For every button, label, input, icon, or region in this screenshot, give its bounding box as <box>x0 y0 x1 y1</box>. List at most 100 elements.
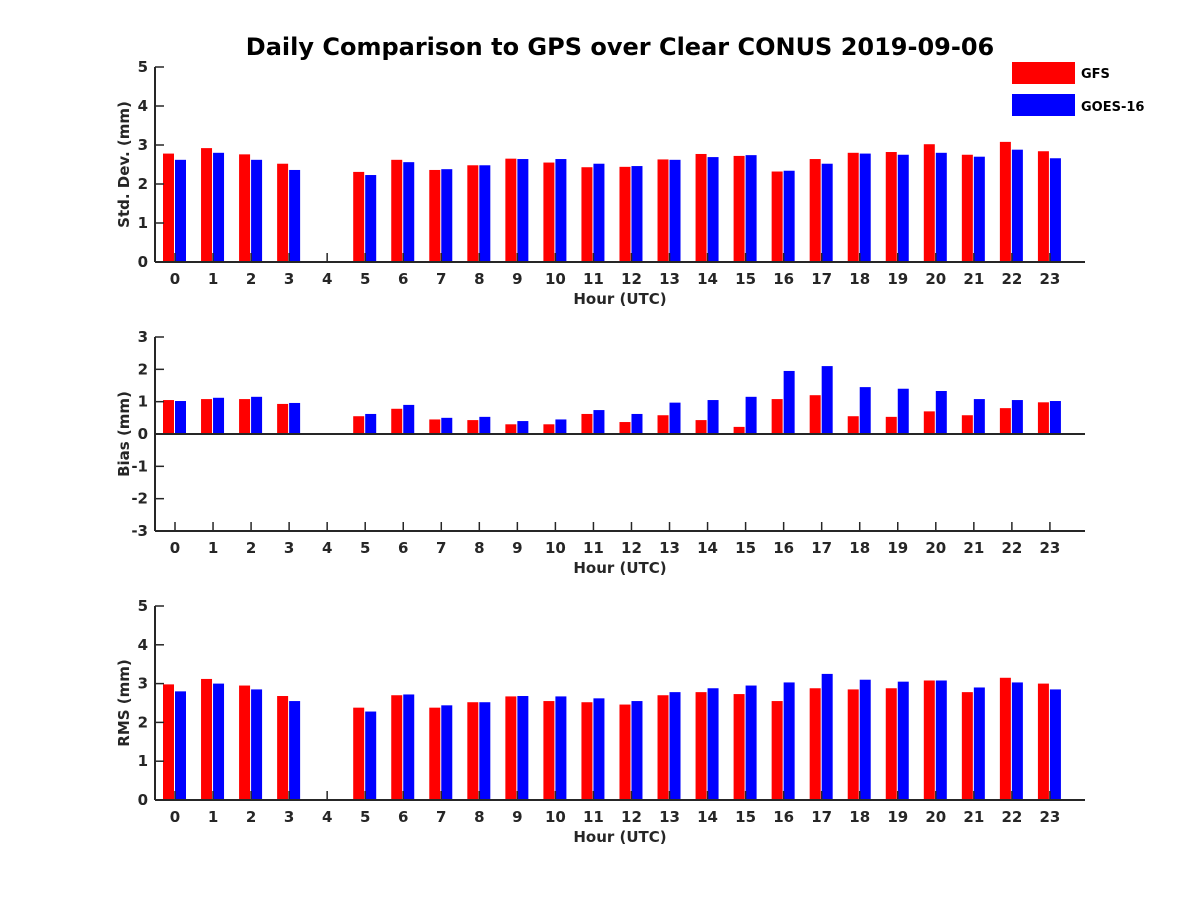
rms-bar-goes16-12 <box>631 701 643 800</box>
rms-x-tick-label: 9 <box>512 808 522 826</box>
rms-bar-gfs-8 <box>467 702 479 800</box>
std-dev-bar-gfs-19 <box>885 152 897 262</box>
rms-bar-goes16-9 <box>517 696 529 800</box>
bias-x-tick-label: 23 <box>1039 539 1060 557</box>
std-dev-bar-goes16-17 <box>821 163 833 262</box>
std-dev-bar-gfs-3 <box>277 163 289 262</box>
bias-bar-gfs-9 <box>505 424 517 434</box>
std-dev-x-tick-label: 10 <box>545 270 566 288</box>
std-dev-bar-goes16-9 <box>517 159 529 262</box>
std-dev-x-tick-label: 4 <box>322 270 332 288</box>
rms-bar-goes16-3 <box>289 701 301 800</box>
bias-bar-goes16-2 <box>251 396 263 434</box>
std-dev-x-tick-label: 19 <box>887 270 908 288</box>
rms-bar-gfs-10 <box>543 701 555 800</box>
rms-y-tick-label: 3 <box>138 675 148 693</box>
std-dev-bar-goes16-6 <box>403 162 415 262</box>
bias-bar-goes16-20 <box>935 390 947 434</box>
bias-x-tick-label: 1 <box>208 539 218 557</box>
rms-bar-goes16-20 <box>935 680 947 800</box>
bias-y-tick-label: -3 <box>131 522 148 540</box>
bias-bar-gfs-1 <box>201 399 213 434</box>
bias-bar-goes16-15 <box>745 396 757 434</box>
bias-bar-goes16-3 <box>289 402 301 434</box>
rms-bar-goes16-2 <box>251 689 263 800</box>
bias-bar-gfs-23 <box>1037 402 1049 434</box>
bias-y-tick-label: 1 <box>138 393 148 411</box>
std-dev-bar-goes16-1 <box>213 152 225 262</box>
std-dev-bar-gfs-13 <box>657 159 669 262</box>
bias-bar-gfs-22 <box>999 408 1011 434</box>
bias-x-tick-label: 14 <box>697 539 718 557</box>
std-dev-x-tick-label: 8 <box>474 270 484 288</box>
bias-x-tick-label: 6 <box>398 539 408 557</box>
std-dev-x-tick-label: 11 <box>583 270 604 288</box>
std-dev-bar-goes16-15 <box>745 155 757 262</box>
bias-bar-gfs-8 <box>467 420 479 434</box>
bias-bar-goes16-18 <box>859 387 871 434</box>
bias-x-tick-label: 2 <box>246 539 256 557</box>
rms-bar-goes16-7 <box>441 705 453 800</box>
rms-x-tick-label: 19 <box>887 808 908 826</box>
std-dev-x-tick-label: 23 <box>1039 270 1060 288</box>
std-dev-bar-gfs-11 <box>581 167 593 262</box>
std-dev-bar-gfs-0 <box>163 153 174 262</box>
bias-x-tick-label: 11 <box>583 539 604 557</box>
rms-bar-gfs-16 <box>771 701 783 800</box>
rms-bar-goes16-5 <box>365 711 377 800</box>
bias-bar-goes16-11 <box>593 410 605 434</box>
rms-x-tick-label: 17 <box>811 808 832 826</box>
std-dev-bar-gfs-8 <box>467 165 479 262</box>
rms-bar-goes16-13 <box>669 692 681 800</box>
rms-bar-goes16-17 <box>821 673 833 800</box>
rms-y-tick-label: 4 <box>138 636 148 654</box>
bias-x-label: Hour (UTC) <box>573 559 666 577</box>
rms-bar-gfs-6 <box>391 695 403 800</box>
bias-bar-goes16-23 <box>1049 401 1061 434</box>
rms-bar-goes16-15 <box>745 685 757 800</box>
rms-bar-goes16-10 <box>555 696 567 800</box>
std-dev-bar-gfs-15 <box>733 155 745 262</box>
bias-x-tick-label: 17 <box>811 539 832 557</box>
rms-bar-gfs-3 <box>277 696 289 800</box>
std-dev-x-tick-label: 12 <box>621 270 642 288</box>
rms-x-tick-label: 16 <box>773 808 794 826</box>
bias-bar-goes16-0 <box>175 401 186 434</box>
legend-swatch-goes16 <box>1012 94 1075 116</box>
bias-bar-gfs-10 <box>543 424 555 434</box>
std-dev-x-tick-label: 20 <box>925 270 946 288</box>
bias-bar-gfs-17 <box>809 395 821 434</box>
bias-bar-goes16-6 <box>403 404 415 434</box>
bias-x-tick-label: 5 <box>360 539 370 557</box>
std-dev-bar-goes16-7 <box>441 169 453 262</box>
rms-bar-goes16-0 <box>175 691 186 800</box>
std-dev-y-tick-label: 1 <box>138 214 148 232</box>
std-dev-bar-gfs-1 <box>201 148 213 262</box>
std-dev-x-tick-label: 5 <box>360 270 370 288</box>
bias-bar-goes16-21 <box>973 399 985 434</box>
std-dev-bar-gfs-10 <box>543 162 555 262</box>
legend: GFS GOES-16 <box>1012 62 1144 116</box>
bias-bar-goes16-12 <box>631 413 643 434</box>
bias-bar-gfs-7 <box>429 419 441 434</box>
rms-bar-gfs-11 <box>581 702 593 800</box>
bias-bar-goes16-8 <box>479 416 491 434</box>
std-dev-x-tick-label: 13 <box>659 270 680 288</box>
bias-x-tick-label: 10 <box>545 539 566 557</box>
bias-bar-goes16-16 <box>783 370 795 434</box>
rms-bar-gfs-9 <box>505 696 517 800</box>
rms-bar-goes16-1 <box>213 683 225 800</box>
std-dev-x-tick-label: 22 <box>1001 270 1022 288</box>
rms-x-tick-label: 13 <box>659 808 680 826</box>
rms-x-tick-label: 4 <box>322 808 332 826</box>
std-dev-bar-gfs-2 <box>239 154 251 262</box>
rms-bar-gfs-5 <box>353 707 365 800</box>
std-dev-x-tick-label: 21 <box>963 270 984 288</box>
std-dev-y-tick-label: 5 <box>138 58 148 76</box>
std-dev-bar-goes16-12 <box>631 166 643 262</box>
std-dev-bar-gfs-21 <box>961 154 973 262</box>
